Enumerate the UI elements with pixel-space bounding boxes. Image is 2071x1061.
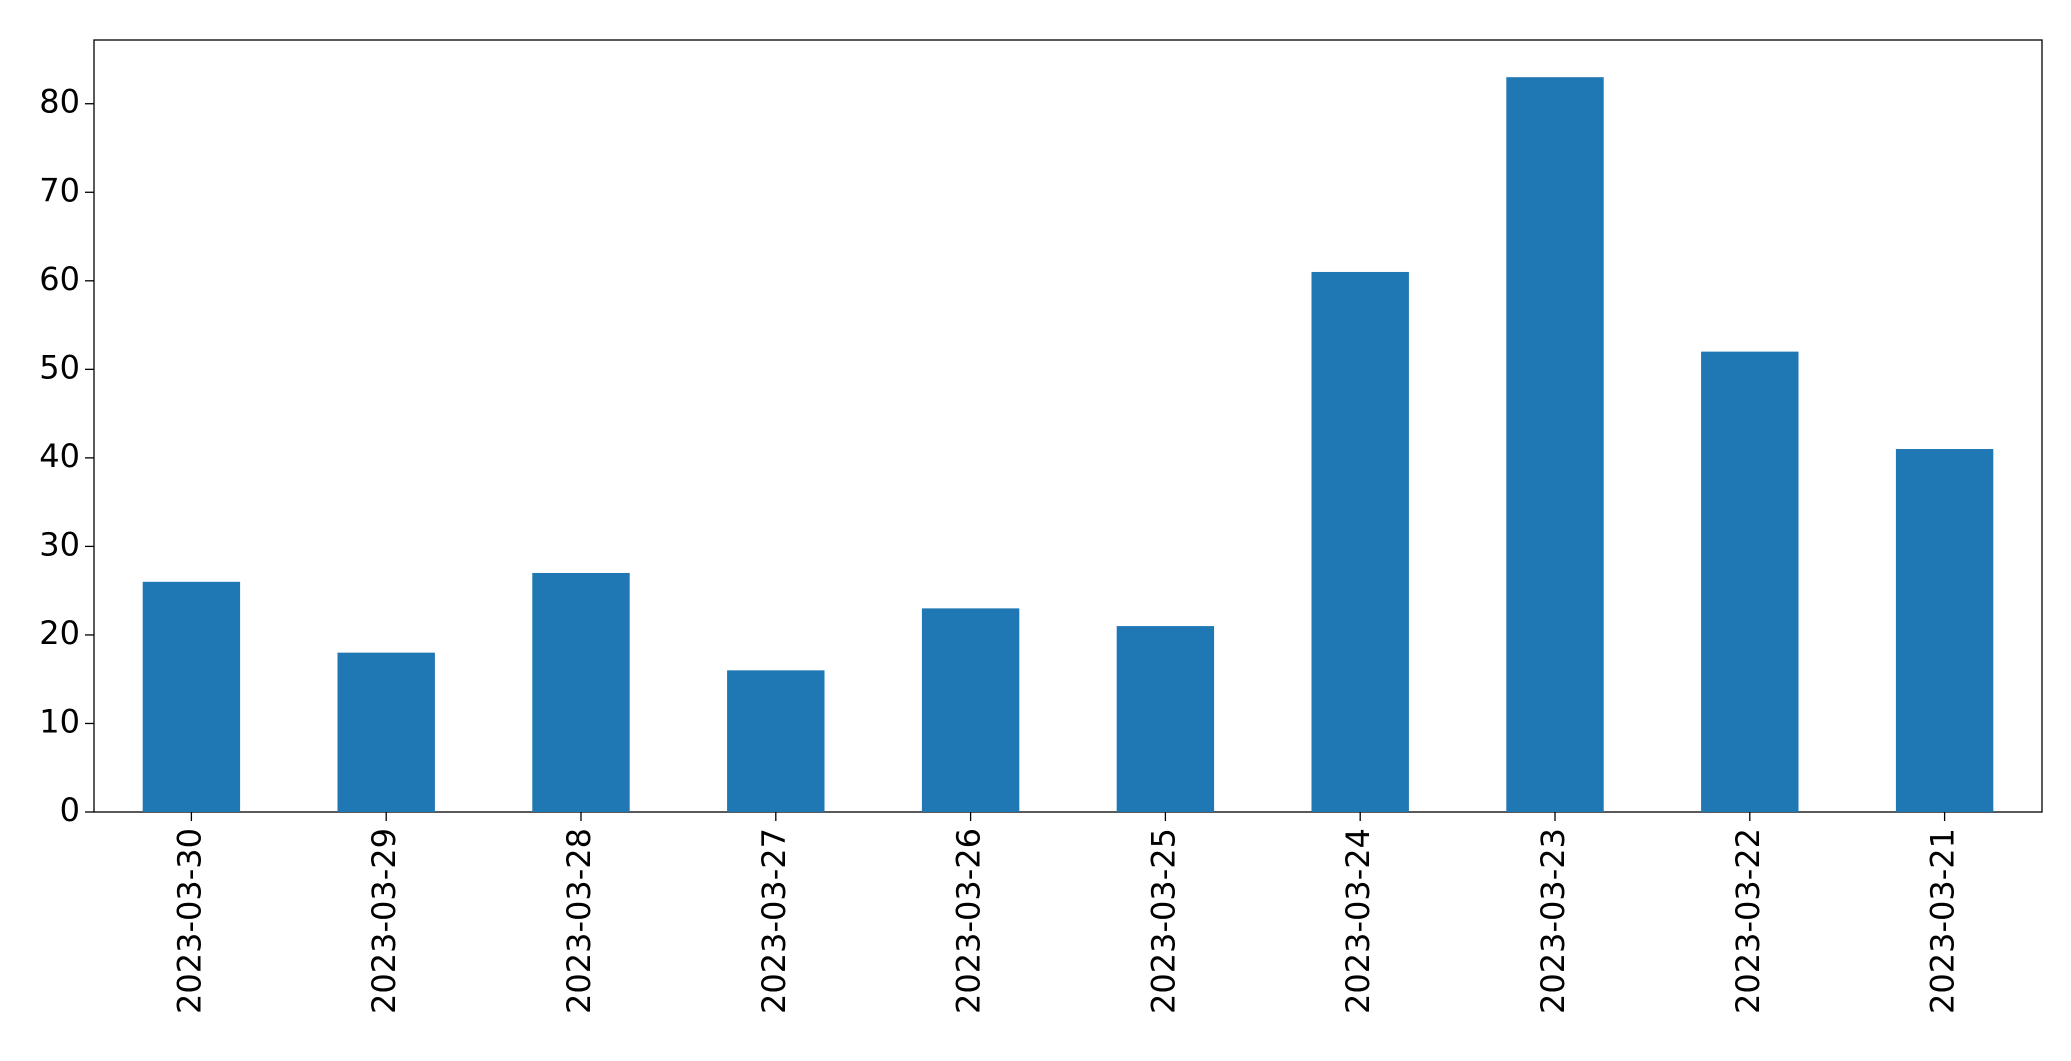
y-tick-label: 50 [39, 348, 80, 386]
x-tick-label: 2023-03-29 [365, 828, 403, 1014]
bar [337, 652, 435, 812]
bar [1506, 77, 1604, 813]
bar [921, 608, 1020, 812]
x-tick-label: 2023-03-27 [755, 828, 793, 1014]
bar [1701, 351, 1799, 812]
x-tick-label: 2023-03-30 [170, 828, 208, 1014]
y-tick-label: 80 [39, 83, 80, 121]
bar [1311, 271, 1409, 813]
bar [1116, 626, 1215, 812]
x-tick-label: 2023-03-23 [1534, 828, 1572, 1014]
y-tick-label: 60 [39, 260, 80, 298]
bar [1895, 449, 1994, 812]
x-tick-label: 2023-03-24 [1339, 828, 1377, 1014]
y-tick-label: 70 [39, 171, 80, 209]
y-tick-label: 30 [39, 525, 80, 563]
x-tick-label: 2023-03-25 [1144, 828, 1182, 1014]
bar [532, 572, 630, 812]
y-tick-label: 20 [39, 614, 80, 652]
x-tick-label: 2023-03-22 [1729, 828, 1767, 1014]
y-tick-label: 10 [39, 702, 80, 740]
x-tick-label: 2023-03-26 [950, 828, 988, 1014]
bar [727, 670, 825, 812]
plot-frame [93, 39, 2043, 813]
y-tick-label: 0 [60, 791, 80, 829]
bar [142, 581, 241, 812]
y-tick-label: 40 [39, 437, 80, 475]
x-tick-label: 2023-03-21 [1924, 828, 1962, 1014]
x-tick-label: 2023-03-28 [560, 828, 598, 1014]
